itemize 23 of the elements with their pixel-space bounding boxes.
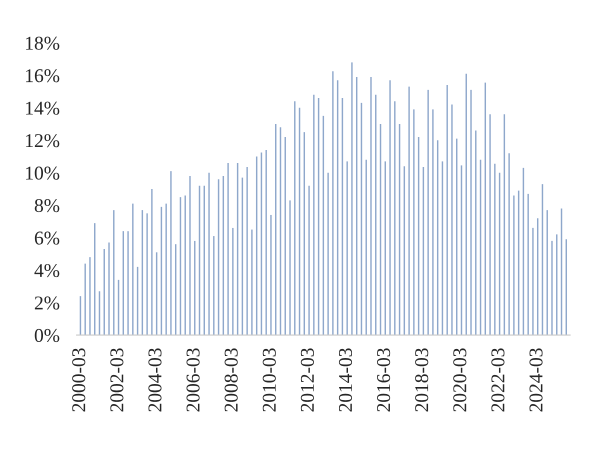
- x-tick-label: 2022-03: [491, 348, 504, 412]
- y-tick-label: 4%: [34, 264, 60, 278]
- y-tick-label: 8%: [34, 199, 60, 212]
- x-tick-label: 2006-03: [186, 348, 200, 412]
- y-tick-label: 10%: [26, 166, 60, 180]
- y-tick-label: 14%: [26, 102, 60, 115]
- y-tick-label: 18%: [26, 36, 60, 50]
- y-tick-label: 0%: [34, 328, 60, 342]
- x-tick-label: 2008-03: [224, 348, 238, 412]
- x-tick-label: 2024-03: [529, 348, 543, 412]
- x-tick-label: 2000-03: [72, 348, 86, 412]
- x-tick-label: 2018-03: [415, 348, 428, 412]
- x-tick-label: 2010-03: [262, 348, 276, 412]
- x-tick-label: 2004-03: [148, 348, 162, 412]
- y-tick-label: 12%: [26, 134, 60, 148]
- y-tick-label: 6%: [34, 231, 60, 245]
- x-tick-label: 2012-03: [300, 348, 314, 412]
- y-tick-label: 2%: [34, 296, 60, 310]
- x-tick-label: 2002-03: [110, 348, 124, 412]
- x-tick-label: 2016-03: [377, 348, 390, 412]
- x-tick-label: 2014-03: [338, 348, 352, 412]
- y-tick-label: 16%: [26, 69, 60, 82]
- x-tick-label: 2020-03: [453, 348, 466, 412]
